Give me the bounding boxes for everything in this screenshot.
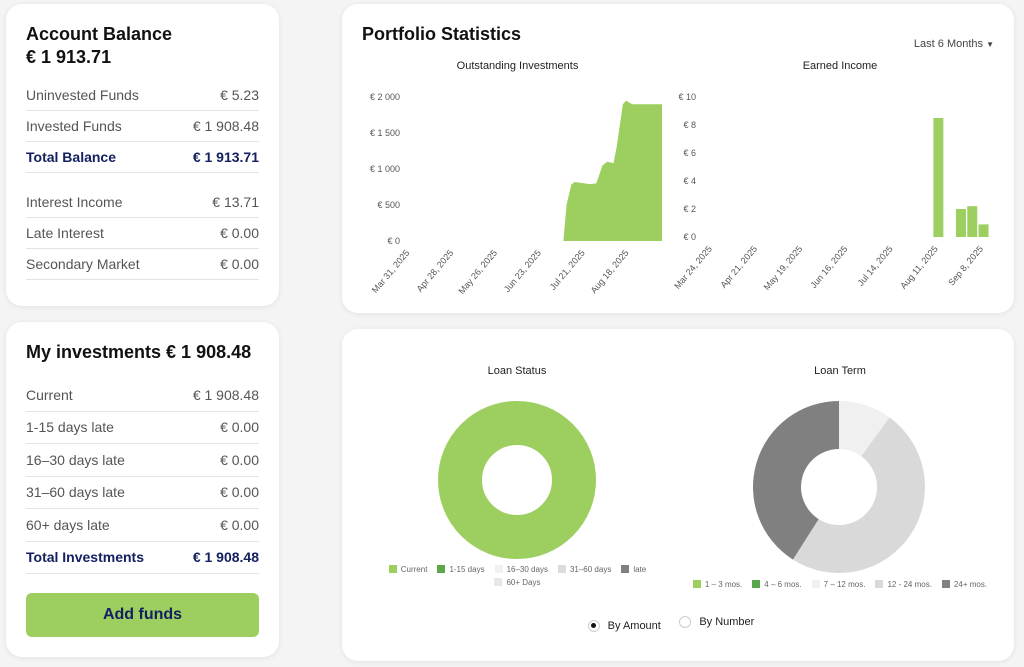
by-number-radio[interactable]: By Number bbox=[679, 616, 754, 628]
balance-row: 31–60 days late € 0.00 bbox=[26, 477, 259, 509]
balance-row: Total Investments € 1 908.48 bbox=[26, 542, 259, 574]
account-balance-card: Account Balance € 1 913.71 Uninvested Fu… bbox=[6, 4, 279, 306]
portfolio-title: Portfolio Statistics bbox=[362, 24, 522, 44]
loan-term-legend: 1 – 3 mos. 4 – 6 mos. 7 – 12 mos. 12 - 24 m… bbox=[685, 580, 995, 589]
by-number-label: By Number bbox=[699, 616, 755, 628]
balance-row: 1-15 days late € 0.00 bbox=[26, 412, 259, 444]
row-label: Interest Income bbox=[26, 194, 123, 210]
account-balance-title: Account Balance bbox=[26, 24, 173, 44]
legend-item[interactable]: 1 – 3 mos. bbox=[692, 580, 743, 589]
legend-item[interactable]: 7 – 12 mos. bbox=[811, 580, 866, 589]
row-label: 60+ days late bbox=[26, 516, 110, 533]
legend-swatch bbox=[811, 580, 820, 588]
loan-status-legend: Current 1-15 days 16–30 days 31–60 days late… bbox=[385, 565, 650, 587]
legend-label: 1-15 days bbox=[449, 565, 485, 574]
legend-swatch bbox=[941, 580, 950, 588]
legend-swatch bbox=[437, 565, 446, 573]
row-label: Total Investments bbox=[26, 549, 144, 566]
balance-row: Total Balance € 1 913.71 bbox=[26, 142, 259, 173]
radio-selected-icon bbox=[587, 619, 600, 632]
row-label: Late Interest bbox=[26, 225, 104, 241]
row-value: € 0.00 bbox=[220, 516, 259, 533]
legend-item[interactable]: 12 - 24 mos. bbox=[875, 580, 932, 589]
row-label: Total Balance bbox=[26, 149, 116, 165]
loan-term-title: Loan Term bbox=[814, 365, 866, 377]
row-label: Invested Funds bbox=[26, 118, 122, 134]
radio-unselected-icon bbox=[679, 616, 692, 628]
legend-item[interactable]: Current bbox=[388, 565, 428, 574]
legend-swatch bbox=[621, 565, 630, 573]
legend-item[interactable]: 31–60 days bbox=[557, 565, 612, 574]
row-label: Secondary Market bbox=[26, 256, 140, 272]
row-value: € 0.00 bbox=[220, 256, 259, 272]
measure-toggle: By Amount By Number bbox=[342, 615, 1014, 633]
legend-label: 31–60 days bbox=[569, 565, 612, 574]
row-label: 16–30 days late bbox=[26, 451, 125, 468]
legend-item[interactable]: 1-15 days bbox=[437, 565, 485, 574]
loans-card: By Amount By Number bbox=[342, 329, 1014, 661]
loan-status-title: Loan Status bbox=[487, 365, 547, 377]
legend-label: 7 – 12 mos. bbox=[823, 580, 866, 589]
balance-row: Invested Funds € 1 908.48 bbox=[26, 111, 259, 142]
period-dropdown[interactable]: Last 6 Months ▼ bbox=[914, 38, 994, 50]
row-value: € 1 908.48 bbox=[192, 118, 259, 134]
legend-label: late bbox=[633, 565, 647, 574]
legend-swatch bbox=[388, 565, 397, 573]
earned-chart-title: Earned Income bbox=[802, 60, 878, 72]
balance-row: Current € 1 908.48 bbox=[26, 379, 259, 412]
legend-label: 16–30 days bbox=[506, 565, 548, 574]
legend-swatch bbox=[494, 578, 503, 586]
legend-label: Current bbox=[400, 565, 428, 574]
row-value: € 0.00 bbox=[220, 484, 259, 501]
row-value: € 5.23 bbox=[220, 87, 259, 103]
legend-label: 4 – 6 mos. bbox=[764, 580, 802, 589]
row-value: € 1 908.48 bbox=[192, 549, 259, 566]
legend-item[interactable]: 24+ mos. bbox=[941, 580, 988, 589]
balance-row: Secondary Market € 0.00 bbox=[26, 249, 259, 280]
legend-swatch bbox=[752, 580, 761, 588]
row-value: € 13.71 bbox=[212, 194, 259, 210]
balance-row: Late Interest € 0.00 bbox=[26, 218, 259, 249]
row-value: € 0.00 bbox=[220, 451, 259, 468]
legend-item[interactable]: late bbox=[621, 565, 646, 574]
caret-down-icon: ▼ bbox=[986, 40, 994, 49]
row-value: € 0.00 bbox=[220, 419, 259, 436]
balance-row: Uninvested Funds € 5.23 bbox=[26, 80, 259, 111]
outstanding-chart-title: Outstanding Investments bbox=[456, 60, 579, 72]
row-label: 31–60 days late bbox=[26, 484, 125, 501]
legend-label: 24+ mos. bbox=[953, 580, 988, 589]
legend-swatch bbox=[557, 565, 566, 573]
row-value: € 0.00 bbox=[220, 225, 259, 241]
row-label: 1-15 days late bbox=[26, 419, 114, 436]
legend-label: 1 – 3 mos. bbox=[704, 580, 743, 589]
my-investments-title: My investments € 1 908.48 bbox=[26, 342, 252, 362]
by-amount-label: By Amount bbox=[607, 619, 661, 632]
portfolio-statistics-card: Portfolio Statistics Last 6 Months ▼ bbox=[342, 4, 1014, 313]
legend-label: 12 - 24 mos. bbox=[887, 580, 932, 589]
period-value: Last 6 Months bbox=[913, 38, 984, 50]
row-label: Current bbox=[26, 386, 73, 403]
legend-item[interactable]: 4 – 6 mos. bbox=[752, 580, 802, 589]
add-funds-button[interactable]: Add funds bbox=[26, 593, 259, 637]
balance-row: 16–30 days late € 0.00 bbox=[26, 444, 259, 477]
legend-swatch bbox=[875, 580, 884, 588]
my-investments-card: My investments € 1 908.48 Current € 1 908… bbox=[6, 322, 279, 657]
row-label: Uninvested Funds bbox=[26, 87, 139, 103]
row-value: € 1 908.48 bbox=[192, 386, 259, 403]
balance-row: 60+ days late € 0.00 bbox=[26, 509, 259, 542]
balance-row: Interest Income € 13.71 bbox=[26, 187, 259, 218]
legend-item[interactable]: 60+ Days bbox=[494, 578, 541, 587]
legend-swatch bbox=[494, 565, 503, 573]
account-balance-total: € 1 913.71 bbox=[26, 47, 112, 67]
row-value: € 1 913.71 bbox=[192, 149, 259, 165]
legend-swatch bbox=[692, 580, 701, 588]
legend-label: 60+ Days bbox=[506, 578, 541, 587]
by-amount-radio[interactable]: By Amount bbox=[587, 619, 661, 632]
legend-item[interactable]: 16–30 days bbox=[494, 565, 548, 574]
